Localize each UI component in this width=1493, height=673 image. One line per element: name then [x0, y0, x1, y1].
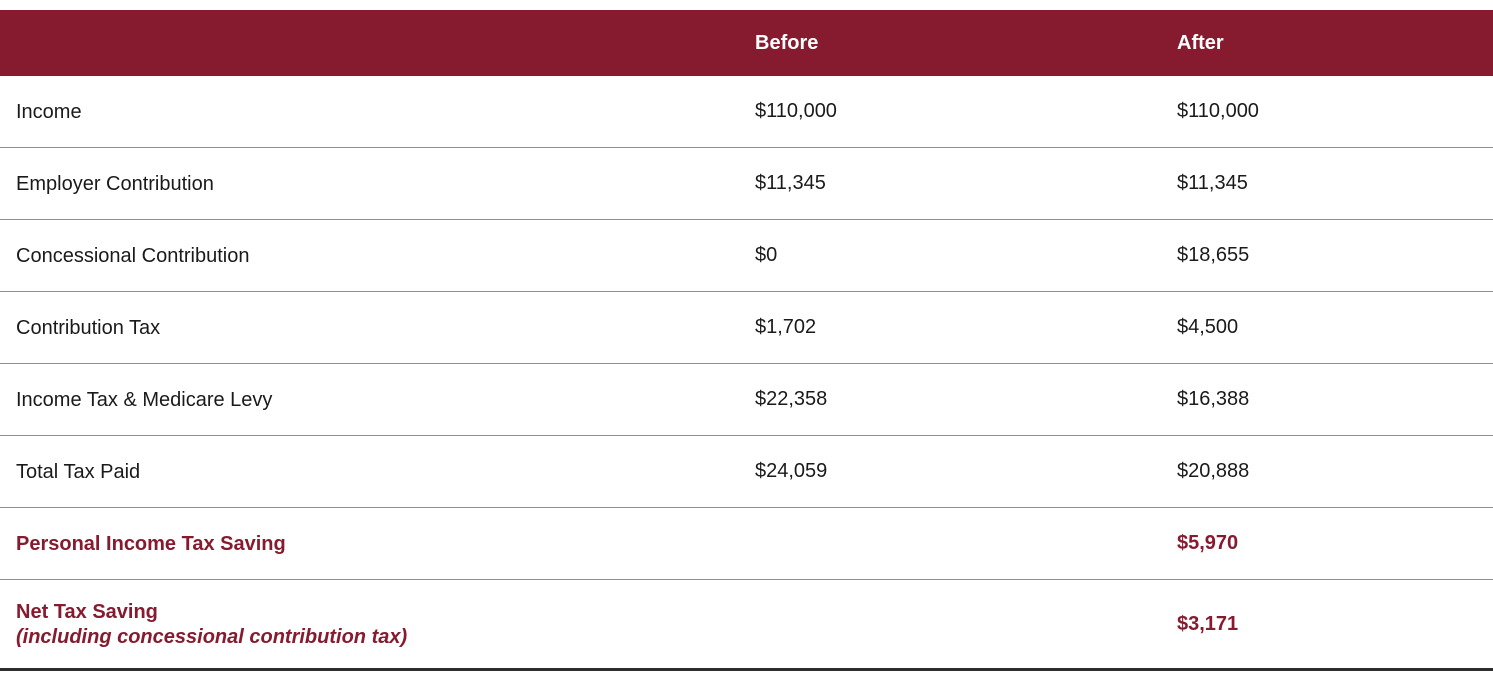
row-sublabel: (including concessional contribution tax… — [16, 625, 408, 648]
row-label: Income Tax & Medicare Levy — [16, 388, 273, 411]
row-before-value: $110,000 — [755, 76, 1177, 148]
table-header: Before After — [0, 10, 1493, 76]
row-before-value — [755, 579, 1177, 671]
row-label: Concessional Contribution — [16, 244, 250, 267]
row-after-value: $3,171 — [1177, 579, 1493, 671]
table-row: Contribution Tax $1,702 $4,500 — [0, 291, 1493, 364]
tax-comparison-table: Before After Income $110,000 $110,000 Em… — [0, 10, 1493, 671]
row-before-value: $0 — [755, 219, 1177, 292]
row-after-value: $110,000 — [1177, 76, 1493, 148]
table-row: Income $110,000 $110,000 — [0, 76, 1493, 148]
row-after-value: $20,888 — [1177, 435, 1493, 508]
header-cell-after: After — [1177, 10, 1493, 76]
row-before-value: $11,345 — [755, 147, 1177, 220]
table-body: Income $110,000 $110,000 Employer Contri… — [0, 76, 1493, 671]
header-cell-label — [0, 10, 755, 76]
row-after-value: $16,388 — [1177, 363, 1493, 436]
row-label: Total Tax Paid — [16, 460, 141, 483]
row-after-value: $5,970 — [1177, 507, 1493, 580]
row-label: Contribution Tax — [16, 316, 161, 339]
row-before-value: $22,358 — [755, 363, 1177, 436]
table-row: Net Tax Saving (including concessional c… — [0, 579, 1493, 671]
row-after-value: $18,655 — [1177, 219, 1493, 292]
table-row: Income Tax & Medicare Levy $22,358 $16,3… — [0, 363, 1493, 436]
row-after-value: $11,345 — [1177, 147, 1493, 220]
row-after-value: $4,500 — [1177, 291, 1493, 364]
row-label: Employer Contribution — [16, 172, 214, 195]
table-row: Total Tax Paid $24,059 $20,888 — [0, 435, 1493, 508]
table-row: Concessional Contribution $0 $18,655 — [0, 219, 1493, 292]
table-row: Employer Contribution $11,345 $11,345 — [0, 147, 1493, 220]
row-before-value: $24,059 — [755, 435, 1177, 508]
row-before-value — [755, 507, 1177, 580]
row-label: Income — [16, 100, 82, 123]
table-row: Personal Income Tax Saving $5,970 — [0, 507, 1493, 580]
header-row: Before After — [0, 10, 1493, 76]
header-cell-before: Before — [755, 10, 1177, 76]
row-label: Personal Income Tax Saving — [16, 532, 286, 555]
row-label: Net Tax Saving — [16, 600, 158, 623]
row-before-value: $1,702 — [755, 291, 1177, 364]
tax-comparison-table-container: Before After Income $110,000 $110,000 Em… — [0, 10, 1493, 671]
